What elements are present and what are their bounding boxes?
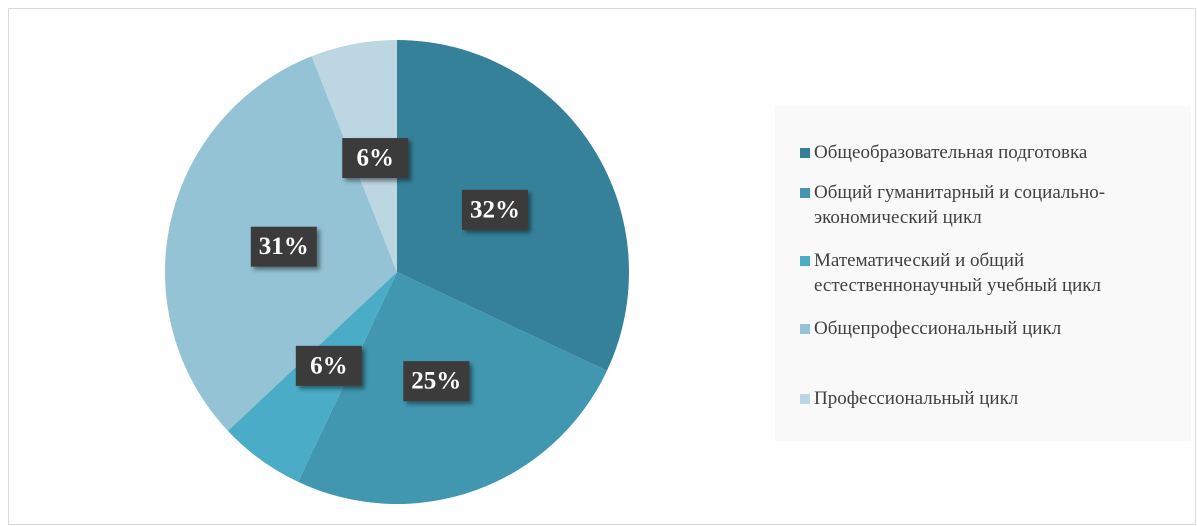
legend-swatch (800, 256, 810, 266)
legend-label: Общий гуманитарный и социально-экономиче… (814, 182, 1106, 228)
legend-label: Общепрофессиональный цикл (814, 318, 1062, 339)
data-label: 6% (342, 138, 409, 179)
legend-item: Общепрофессиональный цикл (800, 316, 1185, 341)
data-label: 32% (461, 189, 528, 230)
data-label-box (295, 345, 362, 386)
data-label: 25% (403, 361, 470, 402)
legend-swatch (800, 394, 810, 404)
legend-swatch (800, 188, 810, 198)
legend-item: Профессиональный цикл (800, 386, 1185, 411)
data-label-box (461, 189, 528, 230)
data-label-text: 6% (310, 352, 348, 379)
data-label-text: 32% (470, 196, 520, 223)
data-label-text: 6% (357, 145, 395, 172)
legend-item: Математический и общий естественнонаучны… (800, 248, 1185, 298)
legend-item: Общий гуманитарный и социально-экономиче… (800, 180, 1185, 230)
legend-swatch (800, 324, 810, 334)
legend-swatch (800, 148, 810, 158)
data-label-box (342, 138, 409, 179)
legend-label: Профессиональный цикл (814, 388, 1019, 409)
data-label: 31% (250, 226, 317, 267)
legend-item: Общеобразовательная подготовка (800, 140, 1185, 165)
data-label-box (250, 226, 317, 267)
data-label-text: 25% (411, 368, 461, 395)
chart-border (8, 8, 1196, 525)
legend-label: Общеобразовательная подготовка (814, 142, 1088, 163)
legend: Общеобразовательная подготовка Общий гума… (775, 106, 1191, 441)
data-label-box (403, 361, 470, 402)
legend-label: Математический и общий естественнонаучны… (814, 250, 1102, 296)
data-label: 6% (295, 345, 362, 386)
data-label-text: 31% (259, 233, 309, 260)
